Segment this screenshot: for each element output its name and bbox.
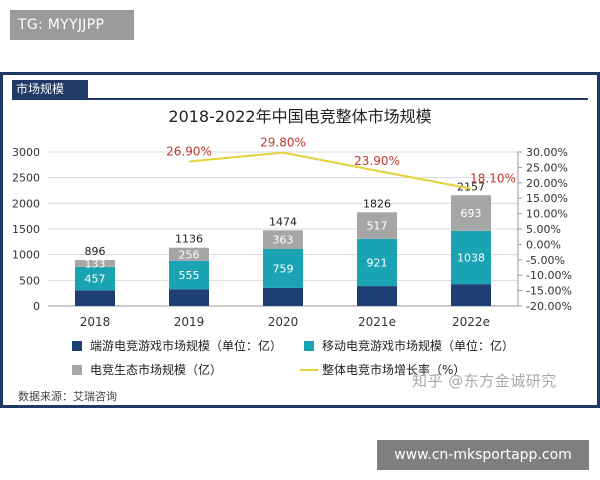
legend-ecosystem-swatch — [72, 365, 82, 375]
y-right-tick-label: 5.00% — [526, 223, 561, 236]
section-divider — [12, 98, 588, 100]
bar-segment-pc — [75, 290, 115, 306]
legend-pc-swatch — [72, 341, 82, 351]
y-left-tick-label: 1500 — [12, 223, 40, 236]
bar-total-label: 896 — [85, 245, 106, 258]
x-tick-label: 2021e — [358, 315, 396, 329]
bar-total-label: 1136 — [175, 233, 203, 246]
chart-title: 2018-2022年中国电竞整体市场规模 — [168, 107, 431, 126]
y-left-tick-label: 1000 — [12, 249, 40, 262]
bar-segment-mobile — [263, 248, 303, 288]
y-left-tick-label: 2500 — [12, 172, 40, 185]
bar-data-label: 517 — [367, 220, 388, 233]
x-tick-label: 2018 — [80, 315, 111, 329]
bar-segment-ecosystem — [451, 195, 491, 231]
bar-total-label: 2157 — [457, 180, 485, 193]
bar-data-label: 133 — [85, 257, 106, 270]
bar-segment-ecosystem — [169, 247, 209, 261]
y-right-tick-label: 20.00% — [526, 177, 568, 190]
bar-segment-mobile — [451, 230, 491, 285]
y-left-tick-label: 2000 — [12, 197, 40, 210]
bar-data-label: 363 — [273, 234, 294, 247]
x-tick-label: 2020 — [268, 315, 299, 329]
bar-data-label: 555 — [179, 269, 200, 282]
x-tick-label: 2022e — [452, 315, 490, 329]
legend-mobile-swatch — [304, 341, 314, 351]
bar-segment-ecosystem — [75, 260, 115, 267]
bar-data-label: 759 — [273, 262, 294, 275]
y-right-tick-label: -15.00% — [526, 285, 572, 298]
bar-data-label: 1038 — [457, 251, 485, 264]
bar-segment-mobile — [357, 238, 397, 287]
bar-segment-pc — [451, 284, 491, 306]
y-left-tick-label: 3000 — [12, 146, 40, 159]
y-left-tick-label: 0 — [33, 300, 40, 313]
source-note: 数据来源：艾瑞咨询 — [18, 390, 117, 403]
watermark-tag-top: TG: MYYJJPP — [10, 10, 134, 40]
growth-rate-line — [188, 151, 472, 190]
y-right-tick-label: -10.00% — [526, 269, 572, 282]
y-right-tick-label: 0.00% — [526, 238, 561, 251]
y-left-tick-label: 500 — [19, 274, 40, 287]
bar-segment-ecosystem — [263, 230, 303, 249]
legend-growth-label: 整体电竞市场增长率（%） — [322, 362, 465, 377]
x-tick-label: 2019 — [174, 315, 205, 329]
bar-data-label: 457 — [85, 273, 106, 286]
watermark-url: www.cn-mksportapp.com — [377, 440, 589, 470]
bar-data-label: 693 — [461, 207, 482, 220]
bar-segment-pc — [263, 287, 303, 306]
bar-data-label: 256 — [179, 248, 200, 261]
legend-mobile-label: 移动电竞游戏市场规模（单位：亿） — [322, 338, 514, 353]
growth-rate-label: 26.90% — [166, 145, 212, 159]
bar-segment-ecosystem — [357, 212, 397, 239]
y-right-tick-label: 25.00% — [526, 161, 568, 174]
y-right-tick-label: 30.00% — [526, 146, 568, 159]
y-right-tick-label: -20.00% — [526, 300, 572, 313]
y-right-tick-label: 10.00% — [526, 208, 568, 221]
bar-data-label: 921 — [367, 256, 388, 269]
growth-rate-label: 29.80% — [260, 136, 306, 150]
bar-segment-pc — [357, 286, 397, 306]
legend-ecosystem-label: 电竞生态市场规模（亿） — [90, 362, 222, 377]
legend-pc-label: 端游电竞游戏市场规模（单位：亿） — [90, 338, 282, 353]
growth-rate-label: 23.90% — [354, 154, 400, 168]
bar-segment-pc — [169, 289, 209, 306]
y-right-tick-label: -5.00% — [526, 254, 565, 267]
y-right-tick-label: 15.00% — [526, 192, 568, 205]
growth-rate-label: 18.10% — [470, 172, 516, 186]
bar-total-label: 1826 — [363, 197, 391, 210]
bar-segment-mobile — [75, 266, 115, 291]
bar-total-label: 1474 — [269, 215, 297, 228]
section-tab: 市场规模 — [12, 80, 88, 98]
bar-segment-mobile — [169, 260, 209, 290]
watermark-overlay: 知乎 @东方金诚研究 — [412, 372, 557, 390]
